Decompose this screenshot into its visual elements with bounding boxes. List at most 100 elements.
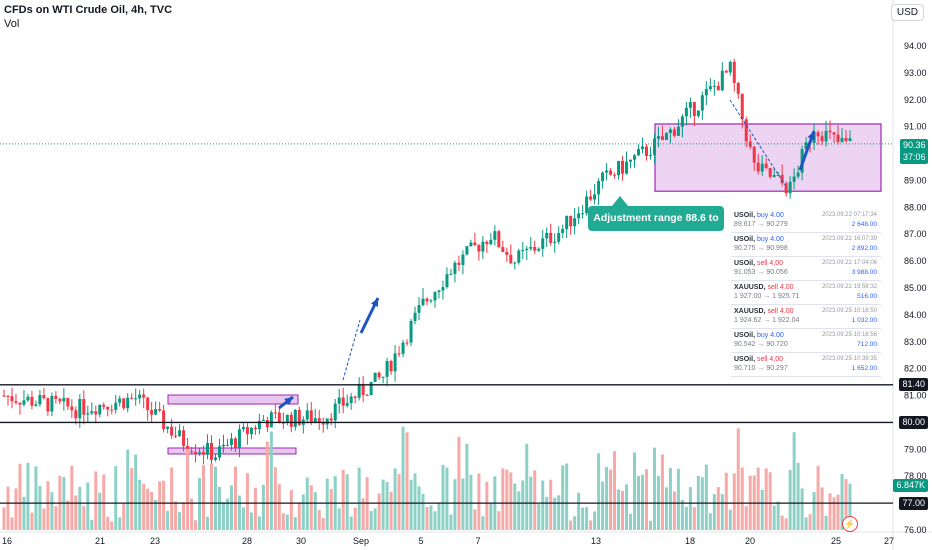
candle-body [54,395,58,399]
volume-bar [249,512,253,530]
candle-body [828,130,832,133]
volume-bar [385,482,389,530]
volume-bar [505,469,509,530]
volume-bar [581,507,585,530]
trade-symbol: XAUUSD, sell 4.00 [734,308,794,315]
candle-body [50,395,54,412]
range-box-upper [167,394,299,405]
volume-bar [154,499,158,530]
candle-body [377,372,381,378]
candle-body [541,238,545,249]
volume-bar [86,482,90,530]
volume-bar [94,471,98,530]
candle-body [473,242,477,246]
volume-bar [42,508,46,530]
candle-body [289,414,293,427]
candle-body [154,408,158,415]
lightning-icon[interactable]: ⚡ [842,516,858,532]
trade-date: 2023.09.22 07:17:34 [821,212,877,218]
trade-symbol: XAUUSD, sell 4.00 [734,284,794,291]
volume-bar [30,512,34,530]
candle-body [457,262,461,265]
candle-body [261,419,265,422]
candle-body [724,70,728,73]
volume-bar [816,466,820,530]
y-tick-label: 94.00 [904,41,927,51]
volume-bar [178,512,182,530]
candle-body [621,160,625,174]
volume-value-label: 6.847K [893,479,928,492]
trade-date: 2023.09.22 16:07:39 [821,236,877,242]
candle-body [425,298,429,302]
candle-body [337,397,341,404]
volume-bar [138,479,142,530]
candle-body [42,395,46,399]
volume-bar [768,472,772,530]
candle-body [712,85,716,87]
volume-bar [561,465,565,530]
trend-line-2 [729,99,786,186]
trade-list: USOil, buy 4.00 89.617 → 90.279 2023.09.22… [731,209,881,377]
candle-body [792,176,796,182]
candle-body [74,410,78,419]
candle-body [114,402,118,410]
up-arrow-3-head [807,131,815,140]
y-tick-label: 79.00 [904,444,927,454]
volume-bar [553,497,557,530]
trade-prices: 1 927.00 → 1 925.71 [734,293,800,300]
volume-bar [281,513,285,530]
volume-bar [720,494,724,530]
candle-body [158,408,162,411]
volume-bar [601,481,605,530]
last-price-label: 90.36 [900,139,928,152]
volume-bar [736,428,740,530]
volume-bar [70,465,74,530]
volume-bar [836,494,840,530]
volume-bar [521,480,525,530]
candle-body [18,402,22,405]
candle-body [138,394,142,399]
candle-body [210,442,214,460]
volume-bar [353,507,357,530]
candle-body [613,174,617,176]
candle-body [565,215,569,230]
candle-body [297,409,301,425]
volume-bar [692,507,696,530]
volume-bar [122,503,126,530]
volume-bar [210,464,214,530]
volume-bar [469,474,473,530]
candle-body [700,95,704,111]
candle-body [557,232,561,242]
trade-date: 2023.09.25 10:18:56 [821,332,877,338]
candle-body [696,110,700,117]
candle-body [605,170,609,173]
volume-bar [808,514,812,530]
x-tick-label: 13 [591,536,601,546]
volume-bar [401,426,405,530]
candle-body [617,160,621,176]
candle-body [110,409,114,411]
y-tick-label: 84.00 [904,310,927,320]
volume-bar [537,504,541,530]
volume-bar [593,511,597,530]
trade-row: USOil, buy 4.00 90.542 → 90.720 2023.09.25… [731,329,881,353]
candle-body [397,353,401,355]
candle-body [401,342,405,354]
volume-bar [182,502,186,530]
candle-body [820,136,824,142]
volume-bar [389,491,393,530]
currency-button[interactable]: USD [890,4,924,21]
volume-bar [357,467,361,530]
volume-bar [102,474,106,530]
candle-body [848,138,852,141]
volume-bar [589,520,593,530]
candle-body [10,396,14,402]
candle-body [441,287,445,291]
volume-bar [190,498,194,530]
volume-bar [449,514,453,530]
volume-bar [489,503,493,530]
volume-bar [317,509,321,530]
candle-body [505,251,509,255]
volume-bar [625,484,629,530]
